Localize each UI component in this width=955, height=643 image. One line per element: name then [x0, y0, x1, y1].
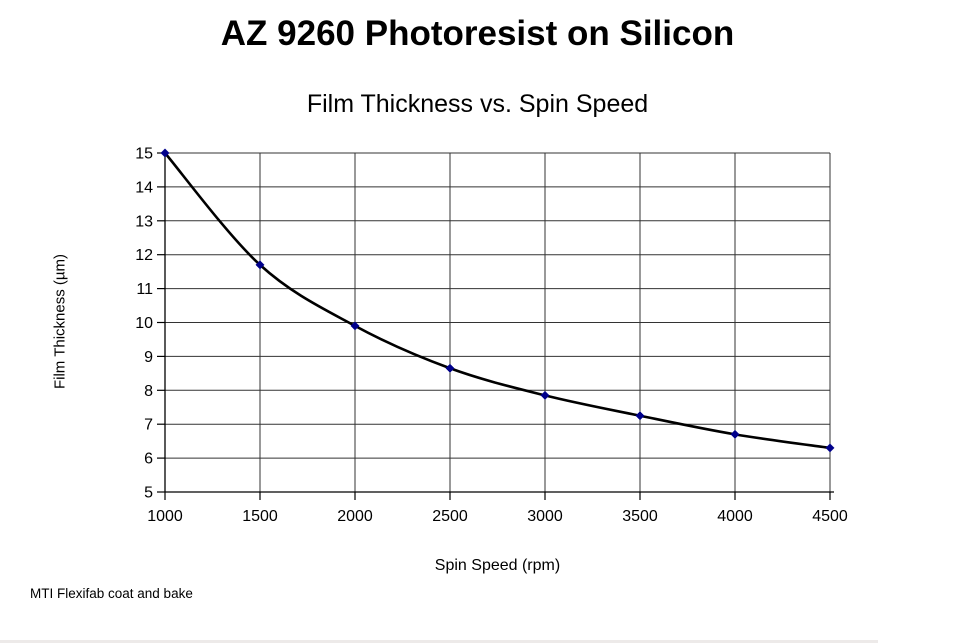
x-tick-label: 1500 — [242, 508, 278, 525]
y-tick-label: 5 — [144, 485, 153, 502]
data-series — [160, 148, 835, 453]
x-tick-label: 4500 — [812, 508, 848, 525]
process-notes: MTI Flexifab coat and bake Static dispen… — [30, 550, 244, 643]
note-line: MTI Flexifab coat and bake — [30, 586, 193, 602]
x-tick-label: 3000 — [527, 508, 563, 525]
y-tick-label: 13 — [135, 213, 153, 230]
y-tick-label: 10 — [135, 315, 153, 332]
chart-subtitle: Film Thickness vs. Spin Speed — [306, 90, 649, 118]
y-tick-label: 7 — [144, 417, 153, 434]
data-point-marker — [445, 363, 455, 373]
chart-title: AZ 9260 Photoresist on Silicon — [220, 14, 735, 53]
x-tick-label: 4000 — [717, 508, 753, 525]
y-tick-label: 8 — [144, 383, 153, 400]
x-tick-label: 2500 — [432, 508, 468, 525]
data-point-marker — [160, 148, 170, 158]
y-axis-title: Film Thickness (µm) — [51, 253, 69, 390]
data-point-marker — [350, 321, 360, 331]
data-point-marker — [255, 260, 265, 270]
x-tick-label: 3500 — [622, 508, 658, 525]
x-tick-label: 2000 — [337, 508, 373, 525]
x-tick-label: 1000 — [147, 508, 183, 525]
y-tick-label: 12 — [135, 247, 153, 264]
y-tick-label: 15 — [135, 146, 153, 163]
y-tick-label: 11 — [136, 281, 153, 298]
data-point-marker — [825, 443, 835, 453]
y-tick-label: 14 — [135, 179, 153, 196]
tick-labels: 1000 1500 2000 2500 3000 3500 4000 4500 5 6 7 8 9 10 1… — [135, 146, 848, 526]
data-point-marker — [730, 429, 740, 439]
data-point-marker — [540, 390, 550, 400]
series-curve — [163, 151, 832, 450]
gridlines — [164, 152, 831, 493]
y-tick-label: 6 — [144, 451, 153, 468]
x-axis-title: Spin Speed (rpm) — [434, 557, 561, 574]
axis-ticks — [157, 152, 831, 500]
data-point-marker — [635, 411, 645, 421]
y-tick-label: 9 — [144, 349, 153, 366]
bottom-edge-strip — [0, 640, 878, 643]
